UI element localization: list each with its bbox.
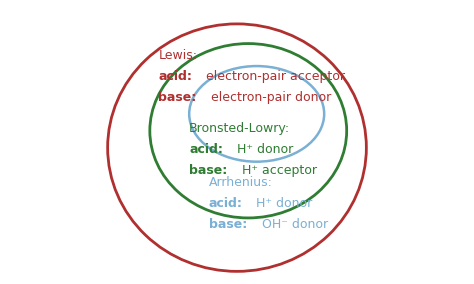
Text: OH⁻ donor: OH⁻ donor — [258, 218, 328, 231]
Text: acid:: acid: — [158, 70, 192, 83]
Text: Arrhenius:: Arrhenius: — [209, 176, 273, 189]
Text: Lewis:: Lewis: — [158, 49, 197, 62]
Text: electron-pair acceptor: electron-pair acceptor — [202, 70, 345, 83]
Text: base:: base: — [209, 218, 247, 231]
Text: base:: base: — [158, 91, 197, 105]
Text: H⁺ acceptor: H⁺ acceptor — [238, 164, 318, 178]
Text: acid:: acid: — [209, 197, 243, 210]
Text: base:: base: — [189, 164, 228, 178]
Text: H⁺ donor: H⁺ donor — [253, 197, 313, 210]
Text: electron-pair donor: electron-pair donor — [208, 91, 332, 105]
Text: H⁺ donor: H⁺ donor — [233, 143, 293, 156]
Text: Bronsted-Lowry:: Bronsted-Lowry: — [189, 122, 290, 135]
Text: acid:: acid: — [189, 143, 223, 156]
